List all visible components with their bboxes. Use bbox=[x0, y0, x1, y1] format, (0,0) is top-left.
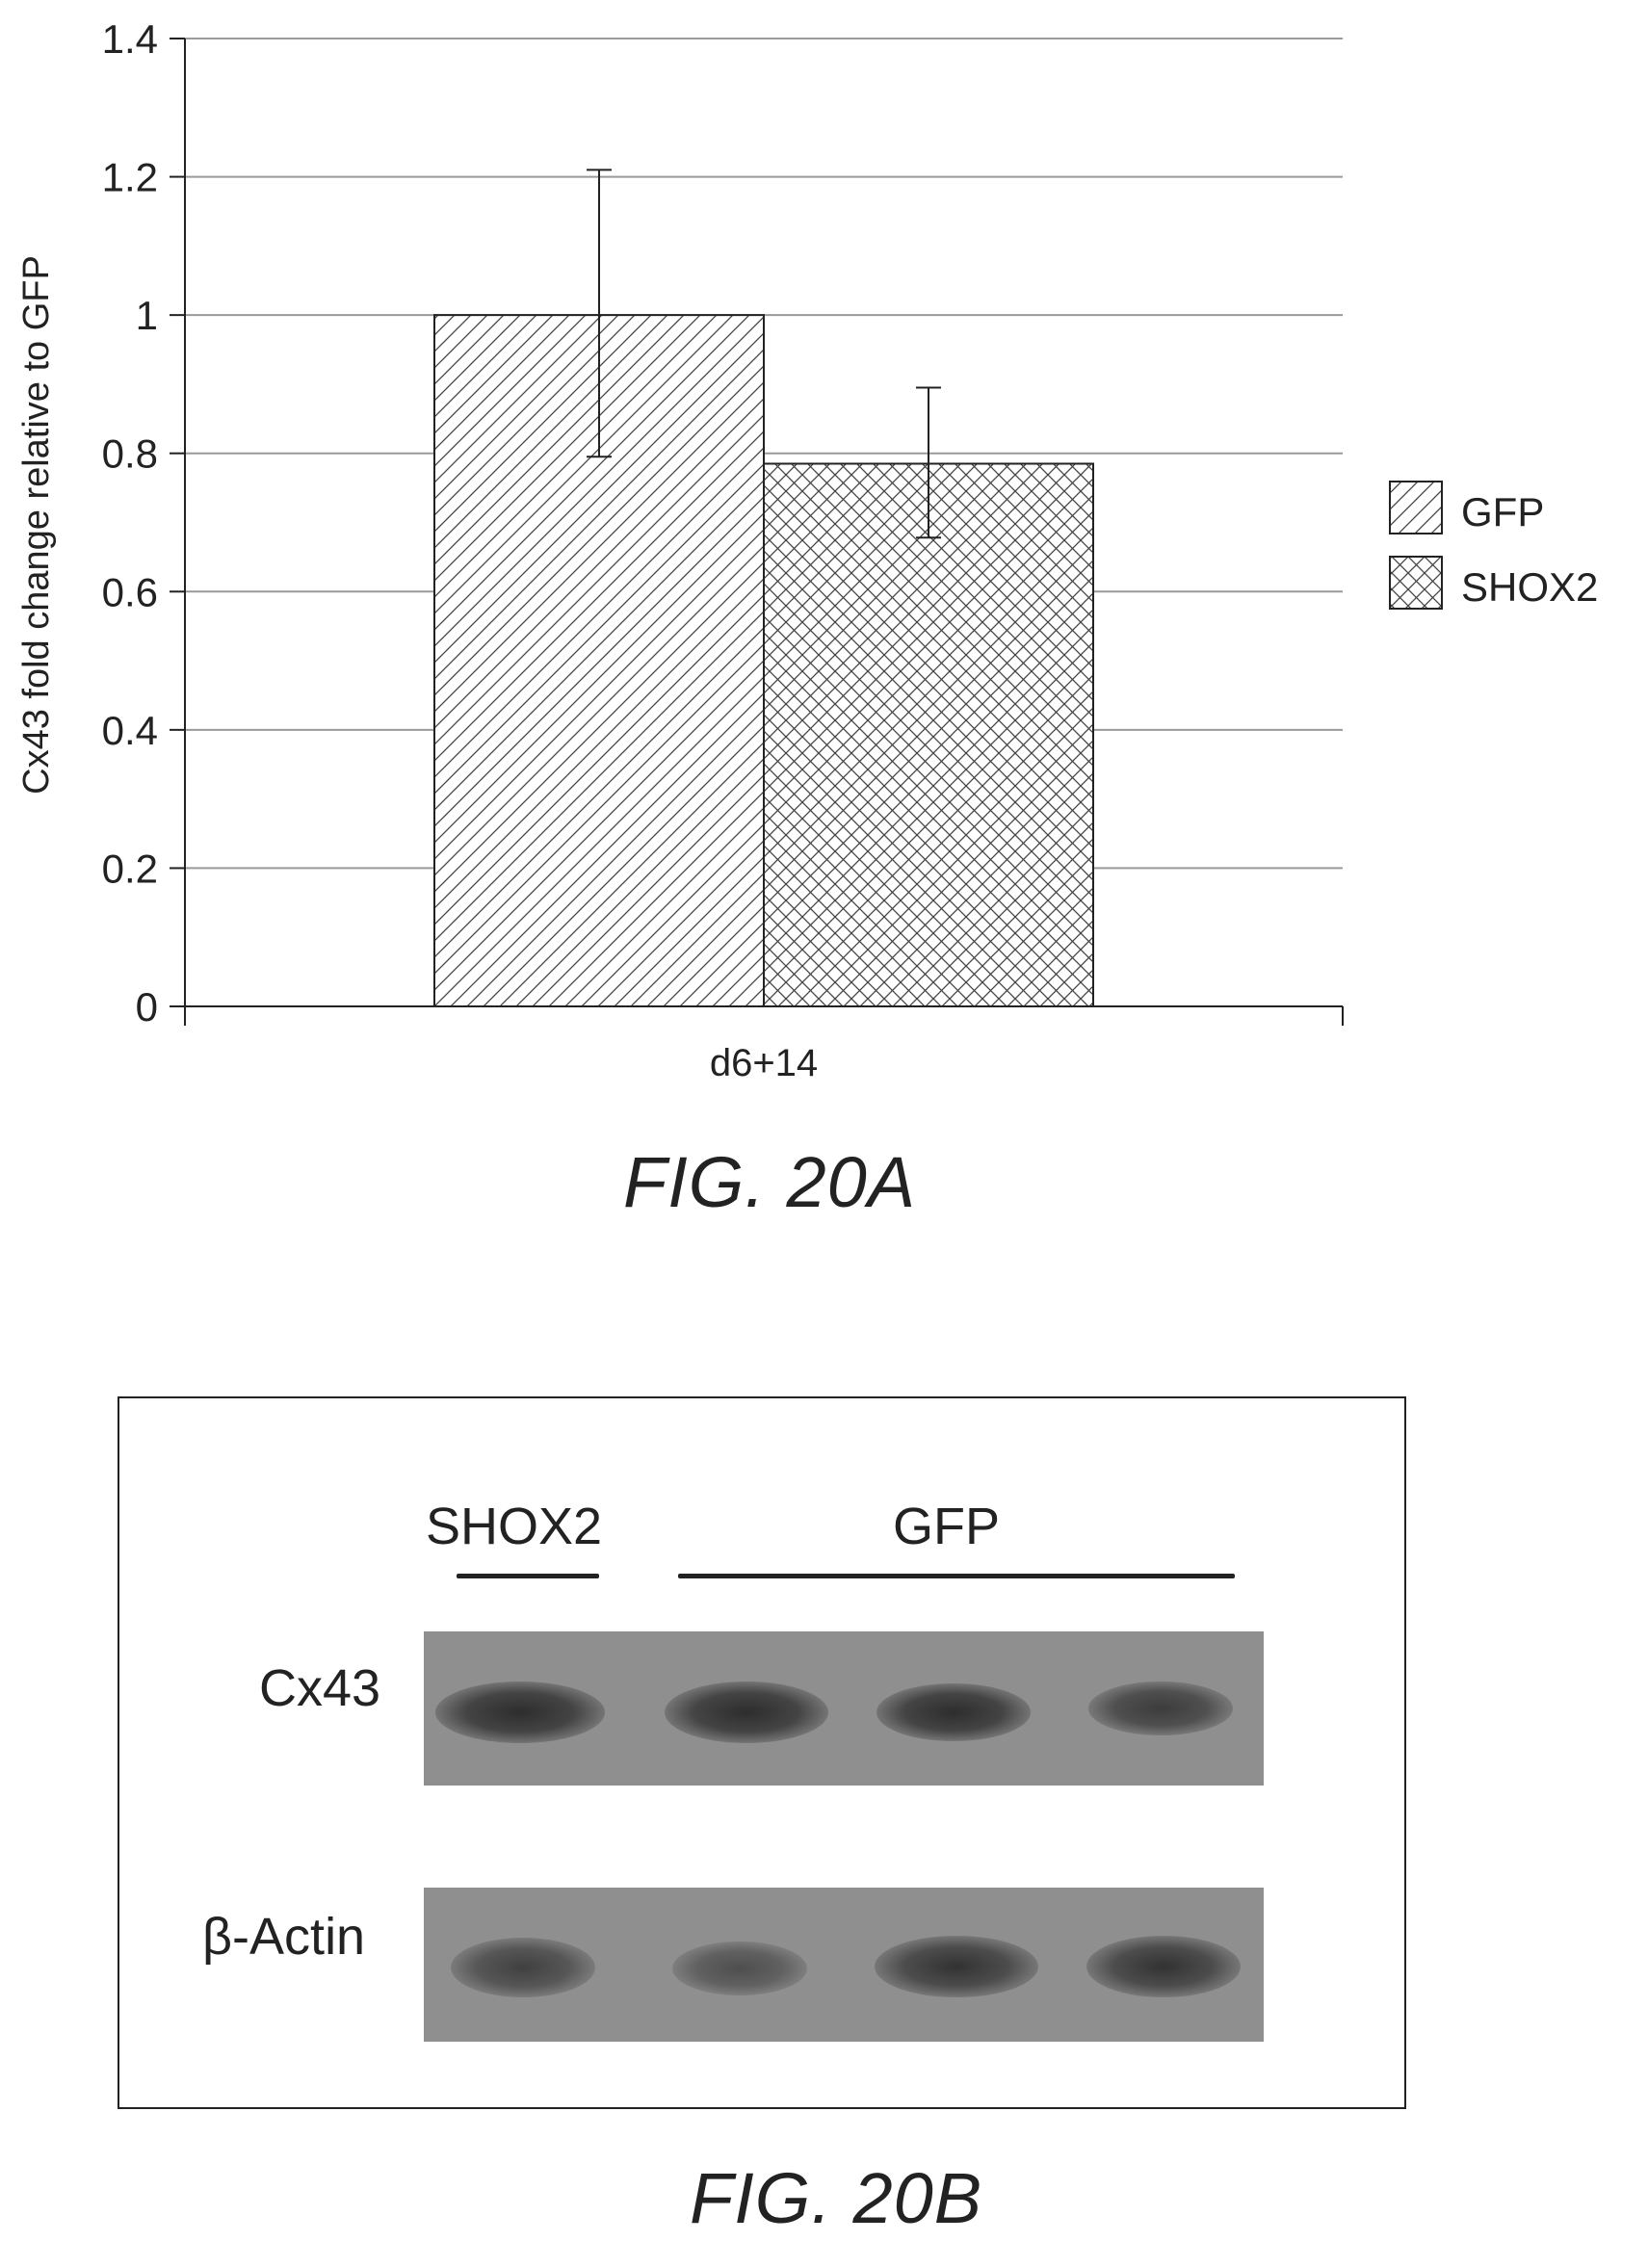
y-tick-label: 0.2 bbox=[102, 846, 158, 891]
group-label-shox2: SHOX2 bbox=[426, 1497, 602, 1556]
y-tick-label: 0 bbox=[136, 984, 158, 1030]
legend-label-shox2: SHOX2 bbox=[1461, 564, 1598, 610]
y-axis-label: Cx43 fold change relative to GFP bbox=[16, 255, 57, 795]
y-tick-label: 0.6 bbox=[102, 569, 158, 614]
cx43-band-lane-3 bbox=[876, 1683, 1031, 1741]
cx43-band-lane-1 bbox=[435, 1681, 605, 1743]
cx43-blot-strip bbox=[424, 1631, 1264, 1786]
legend-swatch-shox2 bbox=[1390, 557, 1442, 609]
actin-band-lane-4 bbox=[1086, 1936, 1241, 1997]
figure-caption-a: FIG. 20A bbox=[623, 1141, 916, 1223]
bar-chart: 0 0.2 0.4 0.6 0.8 1 1.2 1.4 d6+14 GFP SHOX2 Cx43 … bbox=[0, 0, 1648, 1156]
actin-band-lane-2 bbox=[672, 1942, 807, 1995]
group-label-gfp: GFP bbox=[893, 1497, 1000, 1556]
y-tick-label: 0.8 bbox=[102, 431, 158, 477]
y-tick-label: 0.4 bbox=[102, 708, 158, 753]
actin-band-lane-1 bbox=[451, 1938, 595, 1997]
group-line-gfp bbox=[678, 1574, 1235, 1578]
beta-actin-blot-strip bbox=[424, 1888, 1264, 2042]
y-tick-label: 1 bbox=[136, 293, 158, 338]
row-label-beta-actin: β-Actin bbox=[202, 1907, 365, 1967]
y-tick-label: 1.4 bbox=[102, 16, 158, 62]
western-blot-panel: SHOX2 GFP Cx43 β-Actin bbox=[118, 1396, 1406, 2109]
figure-caption-b: FIG. 20B bbox=[690, 2157, 982, 2239]
legend-label-gfp: GFP bbox=[1461, 489, 1544, 534]
y-tick-label: 1.2 bbox=[102, 155, 158, 200]
cx43-band-lane-2 bbox=[665, 1681, 828, 1743]
x-tick-label: d6+14 bbox=[710, 1042, 818, 1084]
group-line-shox2 bbox=[457, 1574, 599, 1578]
actin-band-lane-3 bbox=[875, 1936, 1038, 1997]
row-label-cx43: Cx43 bbox=[259, 1658, 380, 1718]
cx43-band-lane-4 bbox=[1088, 1681, 1233, 1735]
legend-swatch-gfp bbox=[1390, 482, 1442, 534]
bar-shox2 bbox=[764, 463, 1093, 1006]
